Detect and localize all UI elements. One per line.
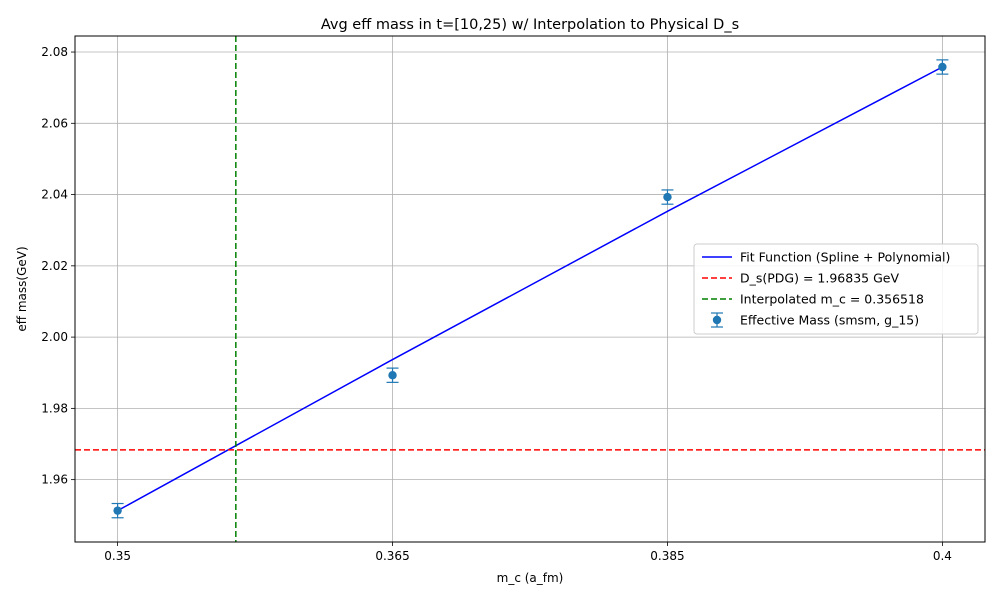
y-tick-label: 1.96: [41, 473, 68, 487]
y-tick-label: 2.00: [41, 330, 68, 344]
series-layer: [75, 36, 985, 542]
legend-entry-label: Fit Function (Spline + Polynomial): [740, 250, 950, 265]
data-point: [113, 506, 122, 515]
y-tick-label: 2.08: [41, 45, 68, 59]
data-point: [938, 62, 947, 72]
y-tick-label: 2.04: [41, 188, 68, 202]
legend-entry-label: Effective Mass (smsm, g_15): [740, 313, 919, 328]
legend: Fit Function (Spline + Polynomial) D_s(PD…: [693, 243, 979, 335]
legend-entry-label: Interpolated m_c = 0.356518: [740, 292, 924, 307]
data-point: [388, 371, 397, 380]
y-axis-label: eff mass(GeV): [15, 246, 29, 331]
plot-frame: [74, 35, 986, 543]
data-point: [663, 192, 672, 202]
ticks: 0.35 0.365 0.385 0.4 1.96 1.98 2.00 2.02 2.04 2.0…: [41, 45, 952, 563]
x-tick-label: 0.4: [933, 549, 952, 563]
chart-title: Avg eff mass in t=[10,25) w/ Interpolati…: [321, 17, 739, 33]
x-tick-label: 0.385: [650, 549, 684, 563]
y-tick-label: 2.06: [41, 116, 68, 130]
legend-entry-label: D_s(PDG) = 1.96835 GeV: [740, 271, 899, 286]
legend-handle: [712, 315, 722, 325]
x-tick-label: 0.35: [104, 549, 131, 563]
x-axis-label: m_c (a_fm): [497, 571, 564, 585]
grid: [75, 36, 985, 542]
y-tick-label: 1.98: [41, 401, 68, 415]
x-tick-label: 0.365: [375, 549, 409, 563]
fit-function-line: [117, 66, 943, 512]
y-tick-label: 2.02: [41, 259, 68, 273]
legend-box: [693, 243, 979, 335]
